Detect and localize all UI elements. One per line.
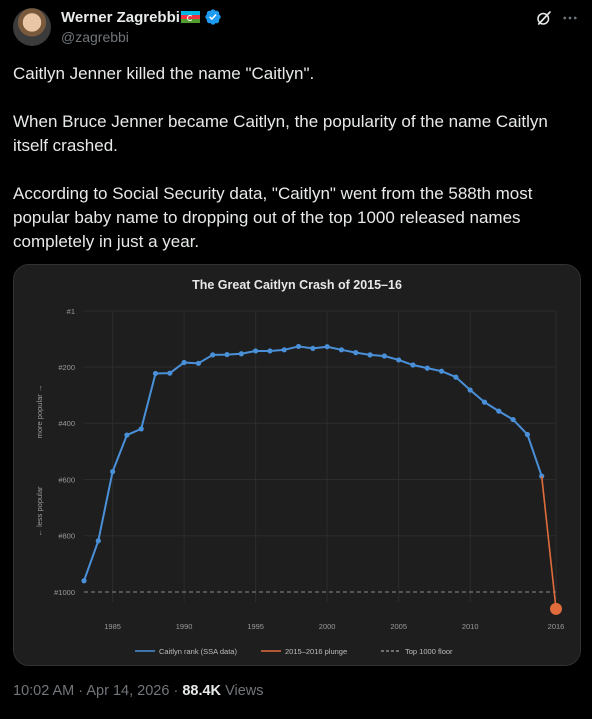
caitlyn-rank-point [295,343,302,350]
avatar[interactable] [13,8,51,46]
caitlyn-rank-point [95,538,101,544]
author-handle[interactable]: @zagrebbi [61,29,129,45]
grok-icon[interactable] [535,9,553,27]
author-name[interactable]: Werner Zagrebbi [61,8,180,26]
caitlyn-rank-point [539,473,545,479]
caitlyn-rank-point [224,351,230,358]
separator: · [173,683,179,699]
x-tick-label: 2016 [548,622,565,631]
post-date[interactable]: Apr 14, 2026 [86,683,170,699]
chart: The Great Caitlyn Crash of 2015–16 #1 #200… [14,265,580,665]
caitlyn-rank-point [510,416,516,423]
caitlyn-rank-point [424,365,430,371]
post-paragraph: When Bruce Jenner became Caitlyn, the po… [13,112,548,155]
caitlyn-rank-point [81,578,87,584]
y-tick-label: #1 [67,307,75,316]
y-tick-label: #200 [58,363,75,372]
caitlyn-rank-point [195,360,202,366]
caitlyn-rank-point [152,370,159,377]
y-axis-label-bottom: ← less popular [35,486,44,537]
caitlyn-rank-point [481,399,488,405]
chart-title: The Great Caitlyn Crash of 2015–16 [192,278,402,292]
chart-background [14,265,580,665]
caitlyn-rank-point [453,374,459,380]
views-count: 88.4K [182,683,222,699]
caitlyn-rank-point [410,362,416,368]
post-time[interactable]: 10:02 AM [13,683,75,699]
caitlyn-rank-point [496,408,502,414]
legend-label: Caitlyn rank (SSA data) [159,647,237,656]
caitlyn-rank-point [467,387,473,393]
x-tick-label: 1995 [247,622,264,631]
azerbaijan-flag-icon [180,10,200,24]
caitlyn-rank-point [381,353,387,359]
caitlyn-rank-point [267,348,273,354]
caitlyn-rank-point [210,352,216,358]
caitlyn-rank-point [438,368,445,374]
caitlyn-rank-point [281,347,287,353]
caitlyn-rank-point [253,348,259,354]
caitlyn-rank-point [353,350,359,356]
separator: · [78,683,84,699]
x-tick-label: 2010 [462,622,479,631]
plunge-line [540,476,557,609]
caitlyn-rank-point [181,359,187,366]
caitlyn-rank-point [396,357,402,363]
more-icon[interactable] [561,9,579,27]
post-meta: 10:02 AM · Apr 14, 2026 · 88.4K Views [13,683,263,699]
post-paragraph: According to Social Security data, "Cait… [13,184,533,251]
caitlyn-rank-point [167,370,173,376]
x-tick-label: 1990 [176,622,193,631]
y-tick-label: #1000 [54,588,75,597]
y-tick-label: #600 [58,475,75,484]
caitlyn-rank-point [310,345,316,352]
legend-label: Top 1000 floor [405,647,453,656]
caitlyn-rank-point [338,347,345,353]
x-tick-label: 1985 [104,622,121,631]
caitlyn-rank-point [324,344,330,350]
caitlyn-rank-point [138,426,144,432]
legend-label: 2015–2016 plunge [285,647,347,656]
caitlyn-rank-point [524,431,530,438]
chart-card[interactable]: The Great Caitlyn Crash of 2015–16 #1 #200… [13,264,581,666]
caitlyn-rank-point [110,469,116,475]
post-text: Caitlyn Jenner killed the name "Caitlyn"… [13,62,579,254]
caitlyn-rank-point [124,432,130,438]
x-tick-label: 2000 [319,622,336,631]
verified-badge-icon[interactable] [204,8,222,26]
y-tick-label: #400 [58,419,75,428]
post-paragraph: Caitlyn Jenner killed the name "Caitlyn"… [13,64,315,83]
author-name-row[interactable]: Werner Zagrebbi [61,8,222,26]
y-axis-label-top: more popular → [35,385,44,439]
views-label: Views [225,683,264,699]
x-tick-label: 2005 [390,622,407,631]
caitlyn-rank-point [238,351,244,357]
caitlyn-rank-point [367,352,373,358]
plunge-endpoint [550,602,562,615]
y-tick-label: #800 [58,532,75,541]
